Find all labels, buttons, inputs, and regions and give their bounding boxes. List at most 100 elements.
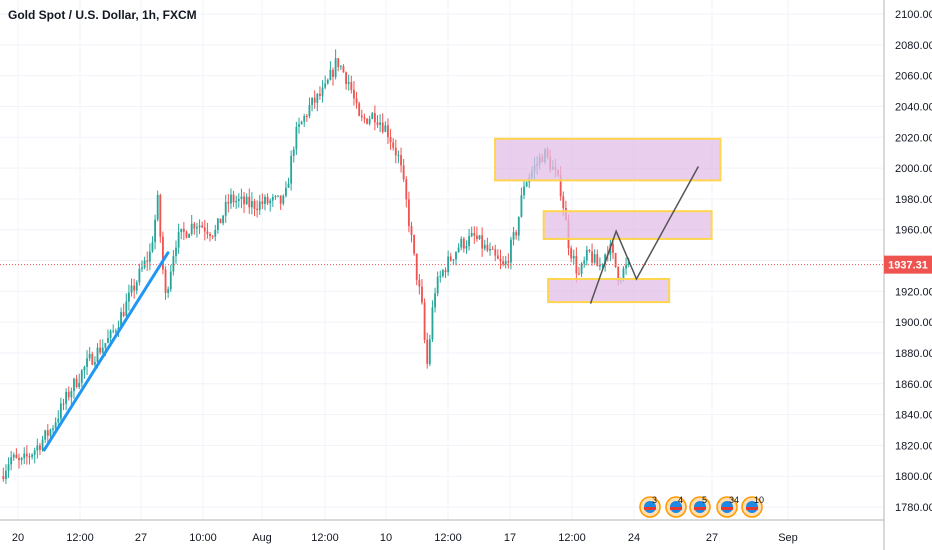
candle-body <box>407 199 410 227</box>
candle-body <box>502 261 505 265</box>
candle-body <box>350 82 353 90</box>
candle-body <box>410 226 413 235</box>
candle-body <box>167 289 170 293</box>
candle-body <box>284 187 287 196</box>
candle-body <box>287 183 290 188</box>
candle-body <box>426 339 429 364</box>
candle-body <box>358 103 361 116</box>
y-tick-label: 1860.00 <box>895 379 932 391</box>
candle-body <box>347 82 350 84</box>
candle-body <box>49 429 52 436</box>
candle-body <box>436 276 439 294</box>
candle-body <box>326 79 329 84</box>
candle-body <box>80 370 83 383</box>
candle-body <box>151 242 154 252</box>
candle-body <box>88 353 91 359</box>
candle-body <box>250 201 253 208</box>
candle-body <box>588 249 591 252</box>
candle-body <box>156 195 159 220</box>
candle-body <box>159 195 162 237</box>
candle-body <box>300 121 303 125</box>
candle-body <box>12 454 15 458</box>
candle-body <box>373 113 376 123</box>
candle-body <box>308 104 311 117</box>
candle-body <box>512 232 515 240</box>
candle-body <box>240 196 243 200</box>
candle-body <box>253 201 256 209</box>
candle-body <box>465 245 468 249</box>
x-tick-label: 12:00 <box>558 532 586 544</box>
trendline[interactable] <box>42 251 170 452</box>
candle-body <box>33 450 36 455</box>
candle-body <box>271 196 274 201</box>
candle-body <box>57 418 60 423</box>
candle-body <box>366 118 368 124</box>
y-tick-label: 1980.00 <box>895 194 932 206</box>
candle-body <box>400 155 402 166</box>
zone-box[interactable] <box>494 137 722 182</box>
candle-body <box>28 456 31 458</box>
candle-body <box>245 196 248 205</box>
candle-body <box>162 236 164 270</box>
y-tick-label: 1800.00 <box>895 471 932 483</box>
candle-body <box>59 403 62 419</box>
candle-body <box>470 233 473 237</box>
candle-body <box>342 66 345 73</box>
candle-body <box>363 117 366 119</box>
candle-body <box>489 248 491 251</box>
candle-body <box>86 358 88 367</box>
candle-body <box>96 347 99 362</box>
x-tick-label: 12:00 <box>66 532 94 544</box>
candle-body <box>182 228 185 232</box>
y-tick-label: 2000.00 <box>895 163 932 175</box>
y-tick-label: 1880.00 <box>895 348 932 360</box>
candle-body <box>601 263 604 265</box>
y-tick-label: 1900.00 <box>895 317 932 329</box>
event-count: 34 <box>729 495 739 505</box>
candle-body <box>423 302 426 340</box>
candle-body <box>130 285 133 293</box>
candle-body <box>91 353 94 365</box>
candle-body <box>444 270 447 273</box>
zone-box[interactable] <box>542 210 713 240</box>
candle-body <box>329 69 332 80</box>
candle-body <box>585 249 588 261</box>
candle-body <box>54 422 57 429</box>
candle-body <box>248 196 251 208</box>
event-flag-stripe <box>644 507 656 510</box>
x-tick-label: 12:00 <box>311 532 339 544</box>
event-flag-stripe <box>721 507 733 510</box>
candle-body <box>598 264 601 267</box>
candle-body <box>520 195 523 217</box>
candle-body <box>190 223 193 235</box>
candle-body <box>154 219 156 243</box>
candle-body <box>462 238 465 249</box>
candle-body <box>368 118 371 124</box>
candle-body <box>392 142 395 148</box>
candle-body <box>460 238 463 248</box>
zone-box[interactable] <box>547 277 671 304</box>
candle-body <box>394 147 397 156</box>
candle-body <box>201 225 204 228</box>
candle-body <box>237 199 240 201</box>
candle-body <box>185 231 188 238</box>
candle-body <box>583 260 586 264</box>
projection-path[interactable] <box>589 166 700 304</box>
candle-body <box>491 248 494 250</box>
candle-body <box>596 254 599 267</box>
candle-body <box>504 261 507 265</box>
candle-body <box>431 307 434 340</box>
candle-body <box>7 464 10 471</box>
candle-body <box>62 403 65 405</box>
candle-body <box>146 260 149 262</box>
x-tick-label: 24 <box>628 532 640 544</box>
candle-body <box>319 93 321 96</box>
candle-body <box>224 201 227 216</box>
candle-body <box>381 122 384 132</box>
candle-body <box>486 244 489 251</box>
candle-body <box>457 247 460 253</box>
candle-body <box>313 97 316 103</box>
candle-body <box>339 66 342 68</box>
